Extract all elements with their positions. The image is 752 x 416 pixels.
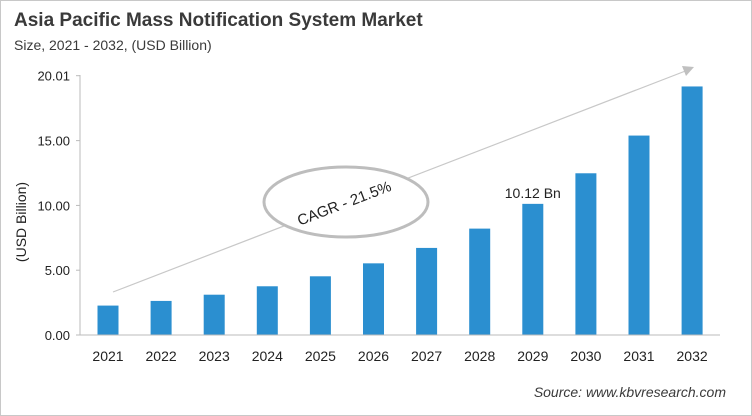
y-axis-label: (USD Billion) [13,182,29,262]
bar-2027 [416,247,438,335]
source-text: Source: www.kbvresearch.com [533,384,726,400]
cagr-ellipse [262,165,430,239]
bar-2030 [575,173,597,335]
bar-2022 [150,300,172,335]
x-tick-label: 2031 [623,348,654,364]
x-tick-label: 2030 [570,348,601,364]
x-tick-label: 2027 [411,348,442,364]
x-tick-label: 2029 [517,348,548,364]
y-tick-label: 5.00 [45,263,70,278]
bar-2031 [628,135,650,335]
x-tick-label: 2026 [358,348,389,364]
bar-2025 [309,276,331,335]
bar-2023 [203,294,225,335]
y-tick-label: 20.01 [37,69,70,84]
y-tick-label: 10.00 [37,198,70,213]
x-tick-label: 2028 [464,348,495,364]
x-tick-label: 2025 [305,348,336,364]
bar-2024 [256,286,278,335]
y-tick-label: 0.00 [45,328,70,343]
x-tick-label: 2032 [677,348,708,364]
x-tick-label: 2022 [146,348,177,364]
data-label-2029: 10.12 Bn [505,185,561,201]
bar-2026 [363,263,384,335]
bar-2032 [681,86,703,336]
y-tick-label: 15.00 [37,134,70,149]
x-tick-label: 2024 [252,348,283,364]
chart-subtitle: Size, 2021 - 2032, (USD Billion) [14,37,212,53]
x-tick-label: 2023 [199,348,230,364]
bar-2029 [522,203,544,335]
chart-title: Asia Pacific Mass Notification System Ma… [14,10,423,31]
bar-2028 [469,228,491,335]
bar-2021 [97,305,119,335]
x-tick-label: 2021 [92,348,123,364]
